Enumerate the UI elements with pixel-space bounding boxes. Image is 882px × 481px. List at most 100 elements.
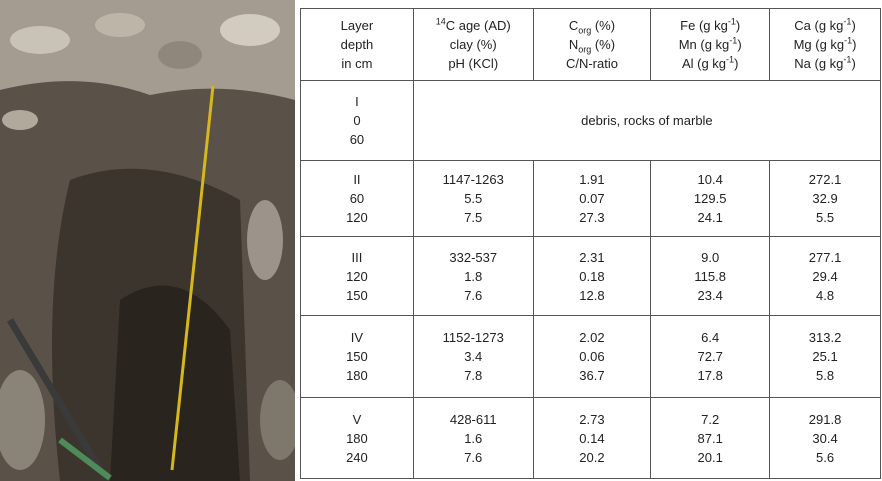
cell-line: Mn (g kg-1) [651,35,769,54]
cell-line: 20.1 [697,449,723,465]
cell-line: Corg (%) [534,16,651,35]
text: ) [851,56,856,71]
text: C [568,18,579,33]
table-row: V 180 240 428-611 1.6 7.6 2.73 0.14 20.2 7.2 87.1 2… [300,397,881,479]
data-cell: 291.8 30.4 5.6 [769,397,881,479]
cell-line: III [351,249,363,265]
cell-line: 1.8 [464,268,483,284]
layer-cell: IV 150 180 [300,315,414,398]
cell-line: 9.0 [701,249,720,265]
cell-line: 7.2 [701,411,720,427]
cell-line: 120 [346,268,368,284]
cell-line: Ca (g kg-1) [770,16,880,35]
supscript: -1 [729,35,738,46]
text: Al (g kg [681,56,727,71]
text: ) [737,37,742,52]
cell-line: V [352,411,362,427]
supscript: -1 [843,54,852,65]
cell-line: 150 [346,287,368,303]
table-row: IV 150 180 1152-1273 3.4 7.8 2.02 0.06 36.7 6.4 72… [300,315,881,398]
cell-line: 12.8 [579,287,605,303]
text: (%) [591,18,616,33]
supscript: -1 [726,54,735,65]
cell-line: 0.14 [579,430,605,446]
data-cell: 7.2 87.1 20.1 [650,397,771,479]
table-row: I 0 60 debris, rocks of marble [300,80,882,161]
text: Na (g kg [794,56,844,71]
cell-line: 7.8 [464,368,483,383]
cell-line: 29.4 [812,268,838,284]
cell-line: Layer [301,16,413,35]
cell-line: 7.5 [464,210,483,225]
cell-line: 5.6 [816,449,835,465]
data-cell: 1.91 0.07 27.3 [532,160,652,237]
cell-line: 291.8 [808,411,842,427]
text: ) [852,37,857,52]
cell-line: 60 [349,191,365,206]
data-cell: 1152-1273 3.4 7.8 [412,315,534,398]
header-cell: Corg (%) Norg (%) C/N-ratio [532,8,652,81]
cell-line: 10.4 [697,172,723,187]
cell-line: 87.1 [697,430,723,446]
data-cell: 428-611 1.6 7.6 [412,397,534,479]
header-row: Layer depth in cm 14C age (AD) clay (%) pH (K… [300,8,881,81]
text: Layer [340,18,374,33]
text: depth [340,37,374,52]
cell-line: 30.4 [812,430,838,446]
cell-line: 60 [349,132,365,147]
text: in cm [341,56,373,71]
cell-line: 272.1 [808,172,842,187]
layer-cell: V 180 240 [300,397,414,479]
header-cell: Layer depth in cm [300,8,414,81]
cell-line: Mg (g kg-1) [770,35,880,54]
cell-line: 129.5 [693,191,727,206]
soil-profile-photo [0,0,295,481]
cell-line: 0 [353,113,361,128]
cell-line: 180 [346,430,368,446]
cell-line: II [353,172,361,187]
data-table: Layer depth in cm 14C age (AD) clay (%) pH (K… [300,8,882,479]
text: N [568,37,579,52]
cell-line: 3.4 [464,349,483,364]
cell-line: 1152-1273 [442,330,504,345]
cell-line: 5.8 [816,368,835,383]
text: pH (KCl) [448,56,499,71]
layer-cell: I 0 60 [300,80,414,161]
supscript: 14 [435,16,446,27]
cell-line: clay (%) [414,35,533,54]
data-cell: 277.1 29.4 4.8 [769,236,881,316]
cell-line: 332-537 [449,249,498,265]
data-cell: 10.4 129.5 24.1 [650,160,771,237]
supscript: -1 [844,35,853,46]
text: clay (%) [449,37,497,52]
data-cell: 332-537 1.8 7.6 [412,236,534,316]
text: ) [734,56,739,71]
cell-line: in cm [301,54,413,73]
cell-line: 2.02 [579,330,605,345]
text: C/N-ratio [565,56,618,71]
cell-line: 27.3 [579,210,605,225]
text: (%) [591,37,616,52]
cell-line: 24.1 [697,210,723,225]
table-row: II 60 120 1147-1263 5.5 7.5 1.91 0.07 27.3 10.4 12… [300,160,881,237]
cell-line: 2.73 [579,411,605,427]
text: Mn (g kg [678,37,730,52]
cell-line: 0.06 [579,349,605,364]
supscript: -1 [843,16,852,27]
cell-line: 2.31 [579,249,605,265]
header-cell: 14C age (AD) clay (%) pH (KCl) [412,8,534,81]
text: Mg (g kg [793,37,845,52]
cell-line: I [355,94,359,109]
cell-line: 17.8 [697,368,723,383]
cell-line: 1.6 [464,430,483,446]
cell-line: IV [350,330,364,345]
cell-line: Na (g kg-1) [770,54,880,73]
data-cell: 1147-1263 5.5 7.5 [412,160,534,237]
cell-line: 428-611 [449,411,497,427]
cell-line: 180 [346,368,368,383]
cell-line: 120 [346,210,368,225]
cell-line: 20.2 [579,449,605,465]
text: ) [735,18,741,33]
cell-line: 72.7 [697,349,723,364]
